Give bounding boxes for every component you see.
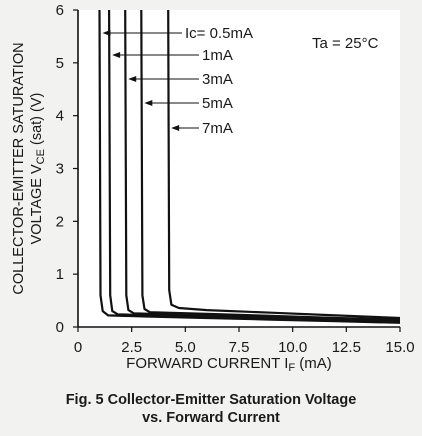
y-tick-label-2: 2 (56, 213, 64, 230)
y-tick-label-3: 3 (56, 161, 64, 178)
series-line-4 (167, 9, 401, 320)
series-line-2 (124, 9, 401, 322)
caption-line2: vs. Forward Current (142, 410, 280, 426)
x-tick-label-1: 2.5 (121, 339, 142, 356)
series-arrow-1 (112, 52, 121, 58)
y-tick-label-5: 5 (56, 55, 64, 72)
y-tick-label-4: 4 (56, 108, 64, 125)
plot-area (78, 10, 400, 327)
x-tick-label-5: 12.5 (332, 339, 361, 356)
y-tick-label-1: 1 (56, 266, 64, 283)
y-tick-label-0: 0 (56, 319, 64, 336)
y-axis-label-line2: VOLTAGE VCE (sat) (V) (29, 93, 47, 245)
series-label-2: 3mA (202, 71, 233, 88)
caption-line1: Fig. 5 Collector-Emitter Saturation Volt… (65, 392, 357, 408)
series-arrow-3 (144, 100, 153, 106)
x-tick-label-3: 7.5 (229, 339, 250, 356)
figure-caption: Fig. 5 Collector-Emitter Saturation Volt… (0, 391, 422, 427)
series-label-3: 5mA (202, 95, 233, 112)
series-label-4: 7mA (202, 120, 233, 137)
series-arrow-0 (102, 30, 111, 36)
x-tick-label-6: 15.0 (385, 339, 414, 356)
chart: 0 2.5 5.0 7.5 10.0 12.5 15.0 0 1 2 3 4 5 6 FORWARD CUR… (11, 2, 415, 374)
condition-label: Ta = 25°C (312, 35, 379, 52)
x-tick-label-0: 0 (74, 339, 82, 356)
series-label-0: Ic= 0.5mA (185, 25, 253, 42)
y-tick-label-6: 6 (56, 2, 64, 19)
x-tick-label-4: 10.0 (278, 339, 307, 356)
series-label-1: 1mA (202, 47, 233, 64)
series-line-1 (108, 9, 401, 323)
x-axis-label: FORWARD CURRENT IF (mA) (126, 355, 332, 374)
x-tick-label-2: 5.0 (175, 339, 196, 356)
series-line-3 (140, 9, 401, 321)
series-arrow-4 (171, 125, 180, 131)
series-arrow-2 (128, 76, 137, 82)
y-axis-label-line1: COLLECTOR-EMITTER SATURATION (11, 42, 27, 294)
